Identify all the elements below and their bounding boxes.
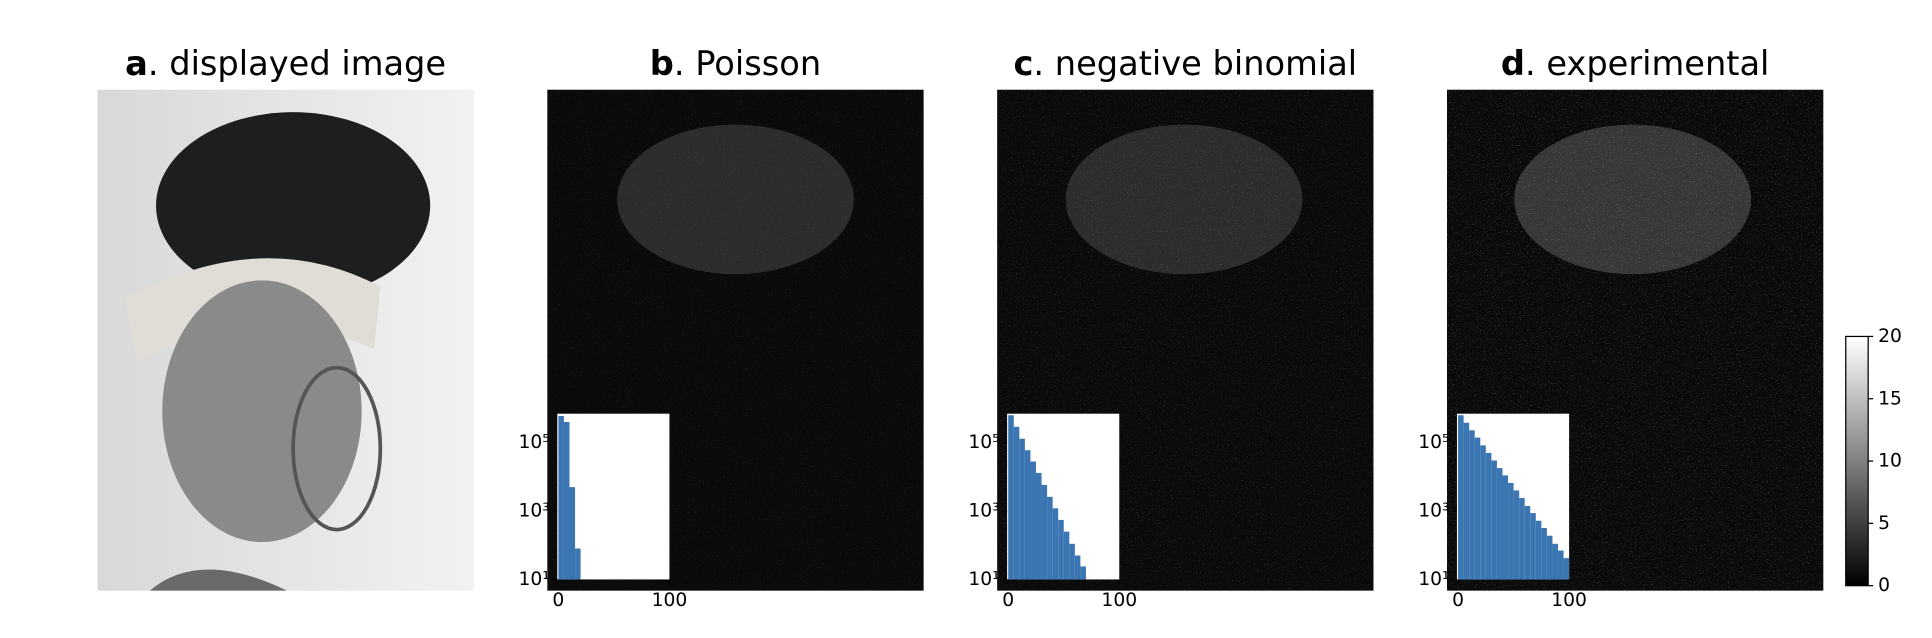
histogram-bar [1030,461,1036,580]
histogram-bar [1463,422,1470,580]
y-tick-label: 10⁵ [1418,432,1449,453]
histogram-bar [569,487,576,580]
noise-image [547,89,924,591]
colorbar-tick-label: 5 [1878,513,1890,534]
colorbar-tick-label: 0 [1878,575,1890,596]
panel-title-text: . experimental [1525,43,1769,82]
panel-letter: a [125,43,148,82]
x-tick-label: 100 [1551,590,1587,611]
x-tick-label: 0 [1002,590,1014,611]
histogram-bar [1502,475,1509,580]
histogram-bar [1491,460,1497,580]
panel-letter: b [650,43,674,82]
histogram-bar [1063,531,1070,580]
colorbar-tick-label: 15 [1878,388,1902,409]
panel-title: b. Poisson [650,43,821,82]
histogram-bar [1558,550,1564,580]
y-tick-label: 10³ [1418,501,1449,522]
histogram-bar [1474,437,1481,580]
histogram-bar [1530,513,1536,580]
histogram-bar [1458,415,1464,580]
histogram-bar [575,548,581,580]
histogram-bar [1535,520,1542,580]
histogram-bar [1024,450,1031,580]
histogram-bar [1519,498,1525,580]
histogram-bar [1485,452,1492,580]
panel-title-text: . negative binomial [1033,43,1357,82]
panel-letter: c [1013,43,1033,82]
photo [97,89,474,591]
y-tick-label: 10¹ [519,569,550,590]
histogram-bar [1513,490,1520,580]
histogram-bar [1480,445,1486,580]
x-tick-label: 100 [1101,590,1137,611]
histogram-bar [1563,558,1570,580]
histogram-bar [1035,472,1042,580]
histogram-bar [1524,506,1531,580]
histogram-bar [1008,415,1014,580]
x-tick-label: 0 [1452,590,1464,611]
histogram-bar [1496,468,1503,580]
y-tick-label: 10¹ [1418,569,1449,590]
histogram-bar [1469,430,1475,580]
histogram-bar [1074,555,1081,580]
noise-image [997,89,1374,591]
histogram-bar [1013,426,1020,580]
panel-title: d. experimental [1501,43,1770,82]
histogram-bar [1080,566,1086,580]
x-tick-label: 0 [552,590,564,611]
x-tick-label: 100 [652,590,688,611]
y-tick-label: 10⁵ [519,432,550,453]
histogram-bar [1052,508,1059,580]
panel-title: c. negative binomial [1013,43,1357,82]
histogram-bar [563,422,570,580]
panel-title: a. displayed image [125,43,446,82]
y-tick-label: 10³ [968,501,999,522]
histogram-bar [1552,543,1559,580]
histogram-bar [1069,543,1075,580]
histogram-bar [1047,496,1053,580]
colorbar-tick-label: 10 [1878,451,1902,472]
histogram-bar [1546,535,1553,580]
colorbar-tick-label: 20 [1878,326,1902,347]
histogram-bar [1058,519,1064,580]
histogram-bar [1041,484,1048,580]
histogram-bar [1541,527,1547,580]
y-tick-label: 10¹ [968,569,999,590]
y-tick-label: 10⁵ [968,432,999,453]
panel-title-text: . Poisson [674,43,821,82]
noise-image [1446,89,1824,591]
panel-letter: d [1501,43,1525,82]
histogram-bar [1508,482,1514,580]
panel-title-text: . displayed image [148,43,446,82]
colorbar [1845,335,1869,587]
histogram-bar [558,415,564,580]
histogram-bar [1019,438,1025,580]
y-tick-label: 10³ [519,501,550,522]
